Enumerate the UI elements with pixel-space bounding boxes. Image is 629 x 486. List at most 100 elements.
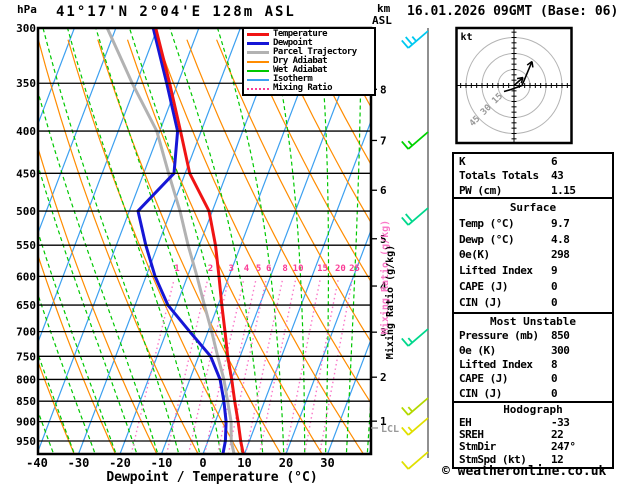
mixing-ratio-value-label: 6 xyxy=(266,264,271,274)
legend-item-label: Temperature xyxy=(273,29,328,39)
wet-adiabat-line xyxy=(318,28,330,453)
pressure-tick-label: 550 xyxy=(16,239,36,252)
table-row: CAPE (J) 0 xyxy=(454,373,612,385)
legend-line-sample xyxy=(247,51,269,54)
legend-item: Wet Adiabat xyxy=(244,66,374,75)
pressure-tick-label: 400 xyxy=(16,125,36,138)
index-value: 0 xyxy=(551,386,558,400)
table-row: Dewp (°C) 4.8 xyxy=(454,232,612,246)
table-row: StmSpd (kt) 12 xyxy=(454,452,612,466)
copyright-credit: © weatheronline.co.uk xyxy=(442,464,607,479)
isotherm-line xyxy=(202,28,366,454)
indices-box: Hodograph EH -33 SREH 22 StmDir 247° StmSpd (kt… xyxy=(452,401,614,469)
km-tick-label: 6 xyxy=(380,184,387,197)
index-name: Temp (°C) xyxy=(459,216,515,230)
dewpoint-curve xyxy=(136,28,228,454)
pressure-tick-label: 650 xyxy=(16,299,36,312)
index-name: CAPE (J) xyxy=(459,280,508,294)
dry-adiabat-line xyxy=(186,39,371,405)
index-value: 8 xyxy=(551,358,558,372)
dry-adiabat-line xyxy=(156,39,364,454)
mixing-ratio-value-label: 8 xyxy=(282,264,287,274)
temperature-tick-label: 0 xyxy=(199,456,206,470)
index-name: Lifted Index xyxy=(459,264,533,278)
pressure-tick-label: 500 xyxy=(16,205,36,218)
storm-motion-arrow xyxy=(513,76,524,87)
legend-line-sample xyxy=(247,60,269,63)
legend-item: Parcel Trajectory xyxy=(244,48,374,57)
km-tick-label: 7 xyxy=(380,134,387,147)
wet-adiabat-line xyxy=(38,163,137,453)
temperature-tick-label: -30 xyxy=(68,456,90,470)
pressure-tick-label: 850 xyxy=(16,395,36,408)
pressure-tick-label: 950 xyxy=(16,435,36,448)
index-name: Dewp (°C) xyxy=(459,232,515,246)
km-tick-label: 2 xyxy=(380,371,387,384)
legend-line-sample xyxy=(247,42,269,45)
isotherm-line xyxy=(243,119,371,454)
dry-adiabat-line xyxy=(38,359,75,454)
km-tick-label: 8 xyxy=(380,83,387,96)
plot-border xyxy=(36,26,373,456)
temperature-tick-label: 20 xyxy=(279,456,293,470)
x-axis-title: Dewpoint / Temperature (°C) xyxy=(106,470,317,485)
indices-box: Most Unstable Pressure (mb) 850 θe (K) 300 Li… xyxy=(452,312,614,404)
table-row: θe (K) 300 xyxy=(454,343,612,357)
pressure-tick-label: 300 xyxy=(16,22,36,35)
indices-box: Surface Temp (°C) 9.7 Dewp (°C) 4.8 θe(K) 298 L… xyxy=(452,197,614,314)
legend-item-label: Mixing Ratio xyxy=(273,83,333,93)
wet-adiabat-line xyxy=(38,292,96,453)
table-row: CIN (J) 0 xyxy=(454,386,612,400)
table-row: SREH 22 xyxy=(454,428,612,441)
index-value: 12 xyxy=(551,452,564,466)
isotherm-line xyxy=(285,228,371,454)
index-name: Lifted Index xyxy=(459,358,533,372)
mixing-ratio-value-label: 25 xyxy=(349,264,360,274)
index-value: 247° xyxy=(551,440,576,454)
km-tick-label: 1 xyxy=(380,415,387,428)
mixing-ratio-value-label: 3 xyxy=(228,264,233,274)
dry-adiabat-line xyxy=(67,39,240,454)
legend-item-label: Parcel Trajectory xyxy=(273,47,357,57)
table-row: CAPE (J) 0 xyxy=(454,281,612,293)
wet-adiabat-line xyxy=(268,28,306,453)
index-name: θe (K) xyxy=(459,343,496,357)
lcl-label: LCL xyxy=(381,424,399,435)
wind-barb xyxy=(401,207,429,226)
pressure-tick-label: 350 xyxy=(16,77,36,90)
pressure-tick-label: 600 xyxy=(16,270,36,283)
legend-item: Isotherm xyxy=(244,75,374,84)
km-tick-label: 3 xyxy=(380,326,387,339)
index-name: CAPE (J) xyxy=(459,372,508,386)
dry-adiabat-line xyxy=(245,39,371,283)
index-value: 298 xyxy=(551,248,570,262)
index-value: 0 xyxy=(551,295,558,309)
legend-item-label: Isotherm xyxy=(273,74,313,84)
dry-adiabat-line xyxy=(275,39,371,224)
isotherm-line xyxy=(38,28,158,344)
legend-item: Dry Adiabat xyxy=(244,57,374,66)
wet-adiabat-line xyxy=(38,230,116,453)
index-value: 1.15 xyxy=(551,183,576,197)
table-row: PW (cm) 1.15 xyxy=(454,183,612,197)
isotherm-line xyxy=(119,28,283,454)
table-row: CIN (J) 0 xyxy=(454,295,612,309)
indices-box-header: Most Unstable xyxy=(489,315,577,329)
dry-adiabat-line xyxy=(38,253,117,454)
index-value: 9.7 xyxy=(551,216,570,230)
index-name: K xyxy=(459,155,466,169)
km-tick-label: 5 xyxy=(380,233,387,246)
index-name: θe(K) xyxy=(459,248,490,262)
isotherm-line xyxy=(38,28,75,126)
index-value: 850 xyxy=(551,329,570,343)
index-name: CIN (J) xyxy=(459,386,502,400)
table-row: Lifted Index 9 xyxy=(454,265,612,277)
wet-adiabat-line xyxy=(345,28,362,453)
index-value: 0 xyxy=(551,280,558,294)
indices-box: K 6 Totals Totals 43 PW (cm) 1.15 xyxy=(452,152,614,201)
mixing-ratio-value-label: 20 xyxy=(335,264,346,274)
legend-item: Temperature xyxy=(244,30,374,39)
